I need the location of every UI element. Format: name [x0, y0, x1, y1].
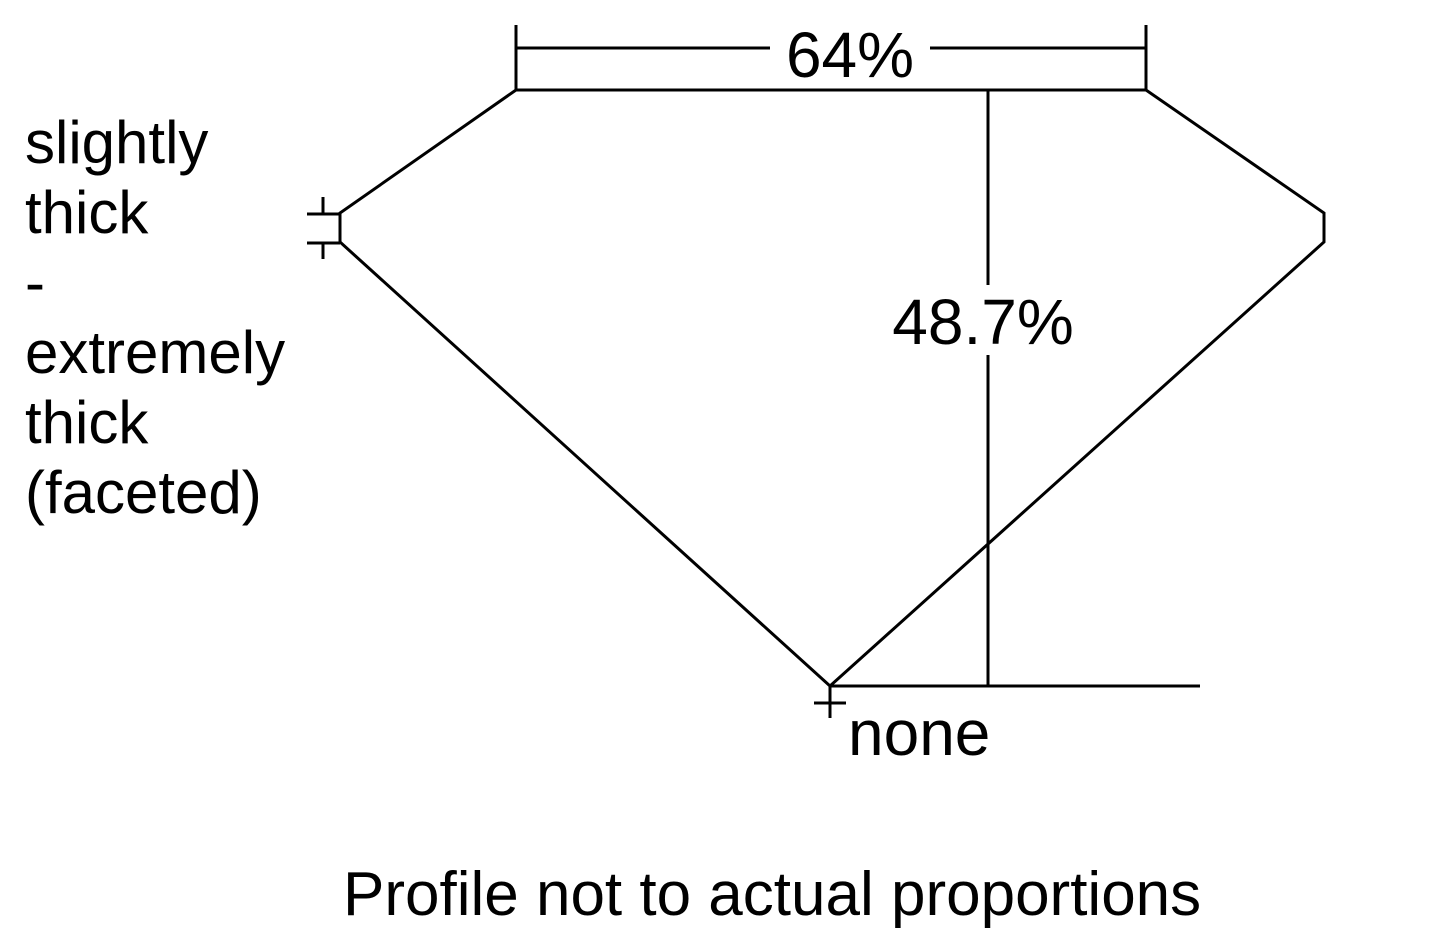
depth-percentage-label: 48.7% [892, 286, 1073, 358]
gem-outline [338, 88, 1326, 689]
culet-label: none [848, 697, 990, 769]
girdle-label-line: (faceted) [25, 459, 262, 526]
girdle-marks [307, 197, 340, 259]
girdle-label-line: thick [25, 389, 149, 456]
girdle-label-line: thick [25, 179, 149, 246]
proportions-note: Profile not to actual proportions [343, 860, 1201, 929]
table-percentage-label: 64% [786, 19, 914, 91]
table-dimension: 64% [514, 19, 1148, 91]
girdle-label-line: slightly [25, 109, 208, 176]
girdle-label: slightly thick - extremely thick (facete… [25, 109, 285, 526]
culet-mark [814, 686, 846, 718]
girdle-label-line: extremely [25, 319, 285, 386]
girdle-label-line: - [25, 249, 45, 316]
depth-dimension: 48.7% [830, 90, 1200, 688]
